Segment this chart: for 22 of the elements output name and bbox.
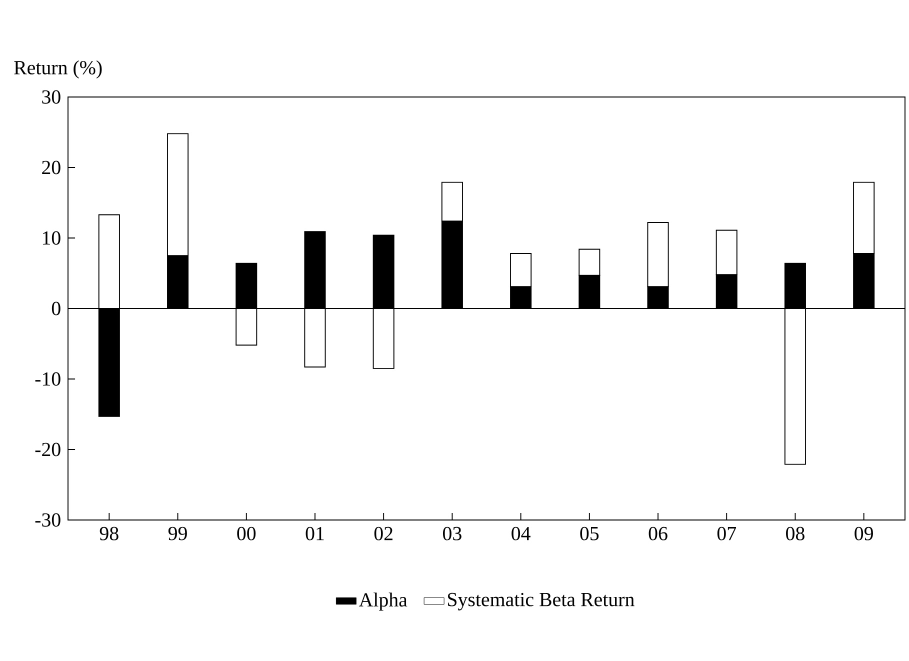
x-tick-label: 99 bbox=[168, 526, 187, 540]
x-tick-label: 00 bbox=[237, 526, 256, 540]
x-tick-label: 03 bbox=[442, 526, 462, 540]
y-axis-title: Return (%) bbox=[14, 60, 102, 78]
x-tick-label: 05 bbox=[580, 526, 599, 540]
y-tick-label: -10 bbox=[35, 372, 60, 386]
x-tick-label: 04 bbox=[512, 526, 530, 540]
y-tick-label: 30 bbox=[42, 90, 60, 104]
y-tick-label: 20 bbox=[42, 160, 60, 174]
x-tick-label: 01 bbox=[306, 526, 324, 540]
legend-label: Systematic Beta Return bbox=[448, 592, 634, 610]
y-tick-label: 0 bbox=[52, 302, 60, 316]
x-tick-label: 06 bbox=[648, 526, 668, 540]
y-tick-label: -20 bbox=[35, 442, 60, 456]
legend-label: Alpha bbox=[358, 592, 408, 611]
y-tick-label: 10 bbox=[42, 231, 60, 245]
x-tick-label: 98 bbox=[100, 526, 118, 540]
x-tick-label: 07 bbox=[717, 526, 736, 540]
y-tick-label: -30 bbox=[35, 513, 60, 527]
x-tick-label: 09 bbox=[854, 526, 873, 540]
x-tick-label: 08 bbox=[786, 526, 804, 540]
x-tick-label: 02 bbox=[374, 526, 392, 540]
